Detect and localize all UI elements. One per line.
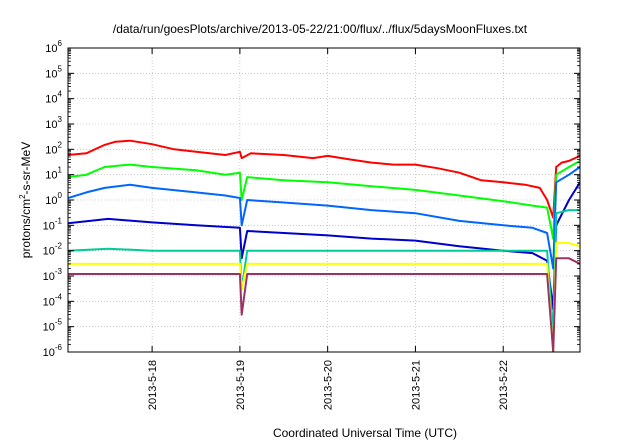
- y-tick-label: 10-2: [43, 242, 63, 258]
- x-axis: 2013-5-18 2013-5-19 2013-5-20 2013-5-21 2013…: [147, 48, 510, 410]
- y-axis: 10-6 10-5 10-4 10-3 10-2 10-1 100 101 102 103 104 1…: [43, 39, 580, 359]
- y-tick-label: 104: [45, 90, 62, 106]
- x-tick-label: 2013-5-19: [235, 360, 247, 410]
- y-tick-label: 100: [45, 191, 62, 207]
- x-tick-label: 2013-5-18: [147, 360, 159, 410]
- series-line-2: [68, 160, 580, 240]
- y-tick-label: 10-5: [43, 318, 63, 334]
- y-tick-label: 102: [45, 140, 62, 156]
- y-tick-label: 106: [45, 39, 62, 55]
- y-tick-label: 10-3: [43, 267, 63, 283]
- series-line-7: [68, 257, 580, 352]
- y-tick-label: 10-4: [43, 292, 63, 308]
- series-line-6: [68, 242, 580, 352]
- y-tick-label: 10-1: [43, 216, 63, 232]
- y-tick-label: 101: [45, 166, 62, 182]
- y-tick-label: 10-6: [43, 343, 63, 359]
- y-tick-label: 103: [45, 115, 62, 131]
- y-tick-label: 105: [45, 64, 62, 80]
- series-line-3: [68, 166, 580, 270]
- x-tick-label: 2013-5-22: [498, 360, 510, 410]
- series-line-1: [68, 139, 580, 219]
- y-axis-label: protons/cm2-s-sr-MeV: [18, 142, 33, 258]
- x-tick-label: 2013-5-21: [410, 360, 422, 410]
- chart-title: /data/run/goesPlots/archive/2013-05-22/2…: [112, 22, 528, 36]
- x-axis-label: Coordinated Universal Time (UTC): [272, 426, 458, 440]
- series-group: [68, 139, 580, 352]
- grid: [68, 48, 580, 352]
- x-tick-label: 2013-5-20: [323, 360, 335, 410]
